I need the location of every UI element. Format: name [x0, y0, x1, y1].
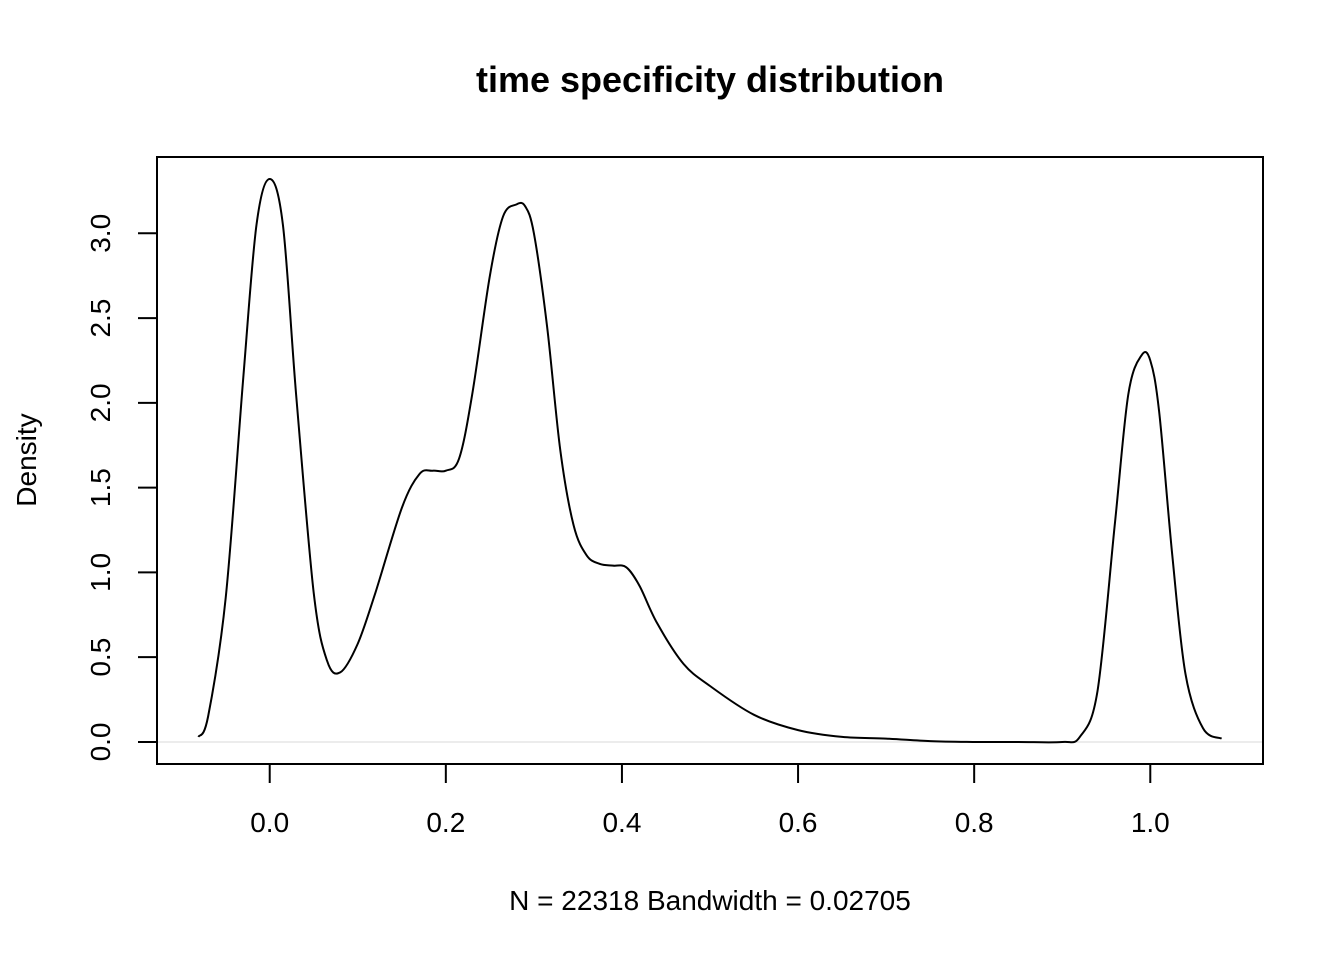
y-tick-label: 3.0	[85, 214, 116, 253]
x-tick-label: 0.0	[250, 807, 289, 838]
y-tick-label: 0.0	[85, 722, 116, 761]
y-tick-label: 1.5	[85, 468, 116, 507]
x-tick-label: 1.0	[1131, 807, 1170, 838]
y-tick-label: 1.0	[85, 553, 116, 592]
x-tick-label: 0.8	[955, 807, 994, 838]
y-tick-label: 0.5	[85, 638, 116, 677]
y-tick-label: 2.5	[85, 299, 116, 338]
x-axis: 0.0 0.2 0.4 0.6 0.8 1.0	[250, 763, 1170, 838]
chart-title: time specificity distribution	[476, 59, 944, 100]
y-axis-label: Density	[11, 413, 42, 506]
x-tick-label: 0.2	[426, 807, 465, 838]
x-tick-label: 0.4	[602, 807, 641, 838]
x-axis-label: N = 22318 Bandwidth = 0.02705	[509, 885, 911, 916]
plot-frame	[156, 156, 1264, 765]
y-axis: 0.0 0.5 1.0 1.5 2.0 2.5 3.0	[85, 214, 158, 761]
x-tick-label: 0.6	[779, 807, 818, 838]
density-line	[197, 178, 1223, 744]
y-tick-label: 2.0	[85, 383, 116, 422]
